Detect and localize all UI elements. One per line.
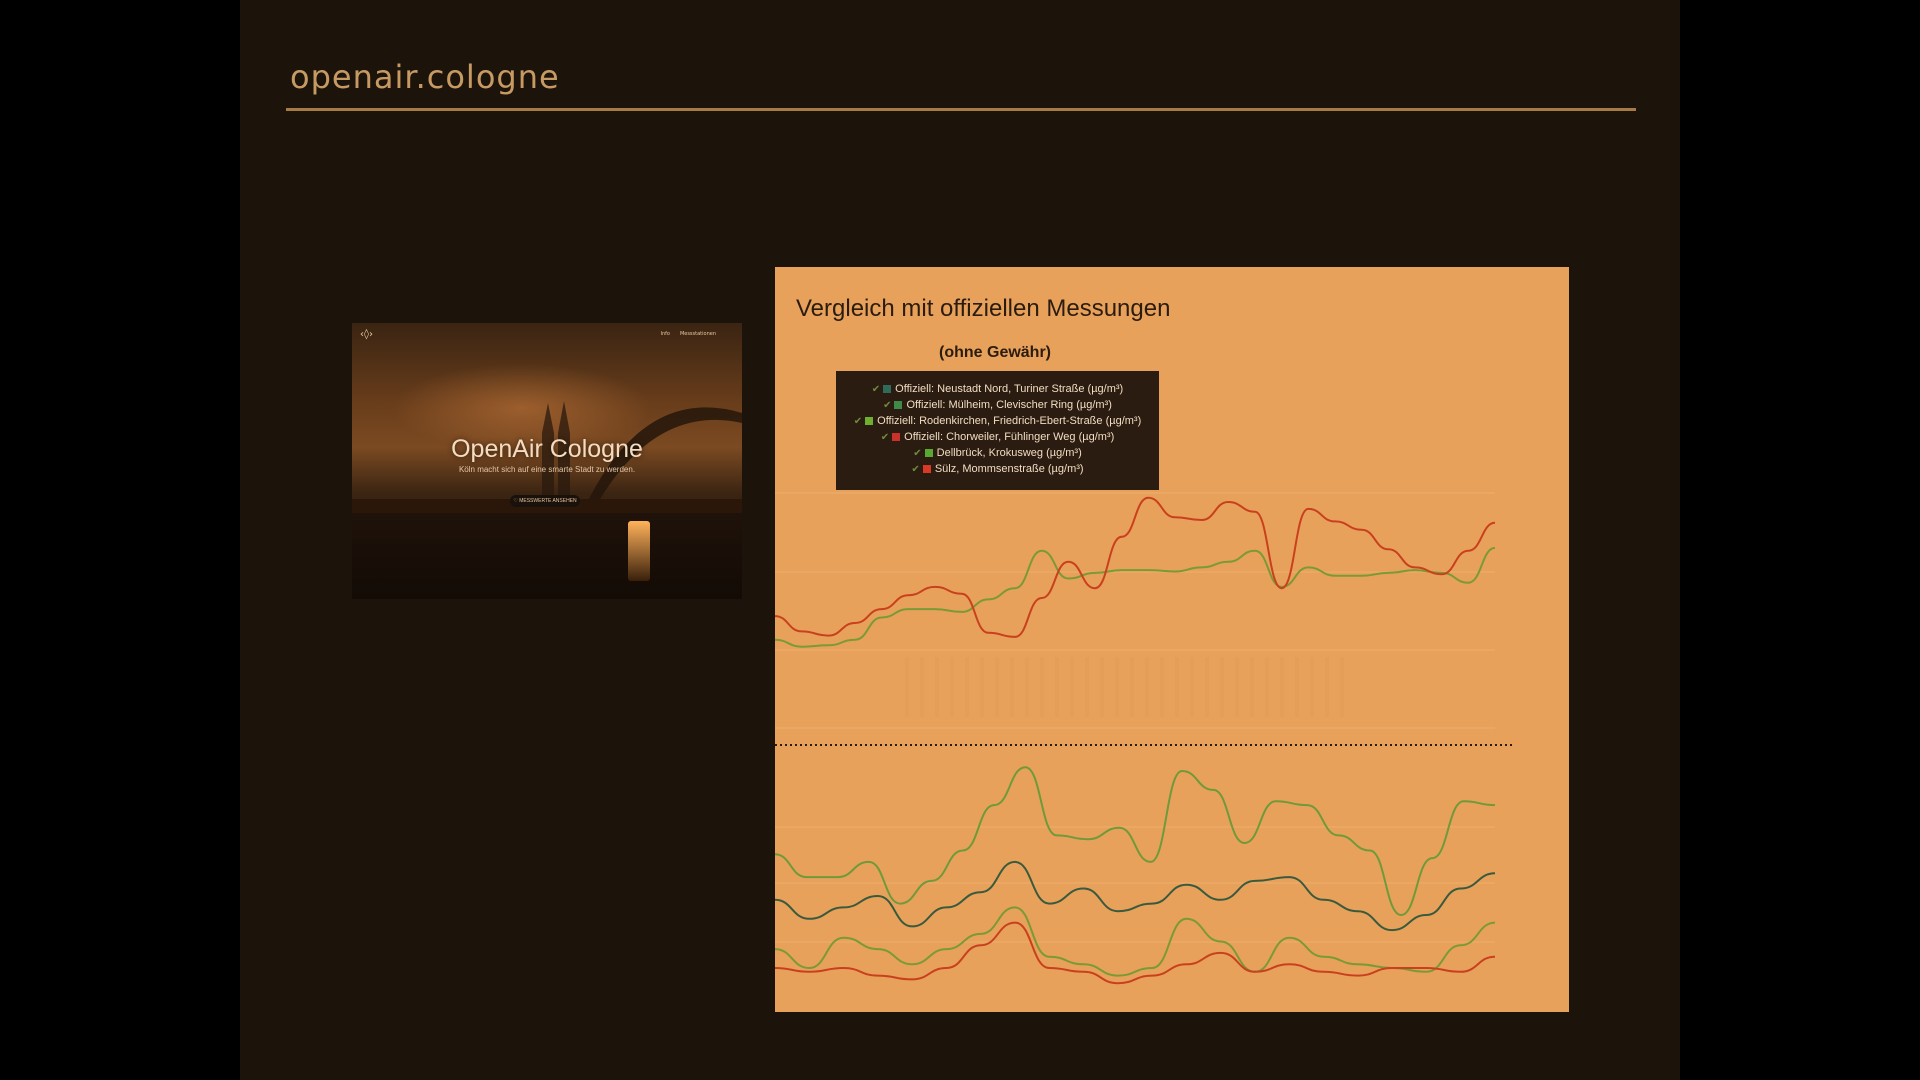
site-nav: Info Messstationen <box>660 331 716 337</box>
legend-swatch <box>892 433 901 441</box>
chart-plot <box>775 492 1515 985</box>
upper-bar-mark <box>1250 657 1254 717</box>
legend-item[interactable]: ✔ Sülz, Mommsenstraße (µg/m³) <box>836 461 1159 477</box>
upper-bar-mark <box>935 657 939 717</box>
upper-bar-mark <box>965 657 969 717</box>
legend-swatch <box>894 401 903 409</box>
upper-bar-mark <box>1340 657 1344 717</box>
upper-bar-mark <box>1265 657 1269 717</box>
legend-label: Offiziell: Chorweiler, Fühlinger Weg (µg… <box>904 431 1115 443</box>
legend-label: Dellbrück, Krokusweg (µg/m³) <box>936 447 1082 459</box>
upper-bar-mark <box>1280 657 1284 717</box>
legend-item[interactable]: ✔ Dellbrück, Krokusweg (µg/m³) <box>836 445 1159 461</box>
legend-label: Offiziell: Mülheim, Clevischer Ring (µg/… <box>906 399 1112 411</box>
legend-swatch <box>922 465 931 473</box>
legend-item[interactable]: ✔ Offiziell: Rodenkirchen, Friedrich-Eber… <box>836 413 1159 429</box>
legend-item[interactable]: ✔ Offiziell: Mülheim, Clevischer Ring (µg… <box>836 397 1159 413</box>
upper-bar-mark <box>1040 657 1044 717</box>
legend-item[interactable]: ✔ Offiziell: Neustadt Nord, Turiner Straß… <box>836 381 1159 397</box>
legend-swatch <box>865 417 874 425</box>
upper-bar-mark <box>1325 657 1329 717</box>
upper-bar-mark <box>1235 657 1239 717</box>
lower-series-line <box>775 906 1496 977</box>
upper-bar-mark <box>1025 657 1029 717</box>
slide: openair.cologne ‹◊› Info Messstationen O… <box>240 0 1680 1080</box>
comparison-chart: Vergleich mit offiziellen Messungen (ohn… <box>775 267 1569 1012</box>
upper-series-line <box>775 496 1496 638</box>
upper-bar-mark <box>950 657 954 717</box>
lower-series-line <box>775 766 1496 917</box>
lower-series-line <box>775 921 1496 985</box>
upper-bar-mark <box>995 657 999 717</box>
sky-glow <box>392 363 652 453</box>
slide-title: openair.cologne <box>290 58 560 96</box>
site-subtitle: Köln macht sich auf eine smarte Stadt zu… <box>458 465 636 474</box>
upper-bar-mark <box>1295 657 1299 717</box>
upper-bar-mark <box>1100 657 1104 717</box>
legend-label: Offiziell: Rodenkirchen, Friedrich-Ebert… <box>877 415 1142 427</box>
upper-bar-mark <box>920 657 924 717</box>
site-heading: OpenAir Cologne <box>451 435 643 463</box>
chart-title: Vergleich mit offiziellen Messungen <box>796 295 1171 322</box>
upper-bar-mark <box>1055 657 1059 717</box>
legend-label: Sülz, Mommsenstraße (µg/m³) <box>934 463 1084 475</box>
checkmark-icon: ✔ <box>871 384 881 395</box>
legend-label: Offiziell: Neustadt Nord, Turiner Straße… <box>895 383 1124 395</box>
chart-legend: ✔ Offiziell: Neustadt Nord, Turiner Straß… <box>836 371 1159 490</box>
upper-bar-mark <box>1205 657 1209 717</box>
upper-bar-mark <box>1175 657 1179 717</box>
checkmark-icon: ✔ <box>853 416 863 427</box>
reflection-light <box>628 521 650 581</box>
upper-bar-mark <box>1220 657 1224 717</box>
legend-swatch <box>883 385 892 393</box>
upper-bar-mark <box>905 657 909 717</box>
upper-series-line <box>775 546 1496 648</box>
website-screenshot: ‹◊› Info Messstationen OpenAir Cologne K… <box>352 323 742 599</box>
checkmark-icon: ✔ <box>880 432 890 443</box>
upper-bar-mark <box>1010 657 1014 717</box>
upper-bar-mark <box>1070 657 1074 717</box>
nav-item-info[interactable]: Info <box>660 331 670 337</box>
site-logo-icon[interactable]: ‹◊› <box>360 329 373 340</box>
upper-bar-mark <box>1130 657 1134 717</box>
upper-bar-mark <box>1310 657 1314 717</box>
checkmark-icon: ✔ <box>911 464 920 475</box>
lower-series-line <box>775 860 1496 932</box>
checkmark-icon: ✔ <box>913 448 922 459</box>
upper-bar-mark <box>1115 657 1119 717</box>
view-measurements-button[interactable]: ♡ MESSWERTE ANSEHEN <box>510 495 580 507</box>
upper-bar-mark <box>1190 657 1194 717</box>
upper-bar-mark <box>1145 657 1149 717</box>
legend-swatch <box>924 449 933 457</box>
upper-bar-mark <box>980 657 984 717</box>
nav-item-stations[interactable]: Messstationen <box>679 331 716 337</box>
chart-subtitle: (ohne Gewähr) <box>939 344 1052 361</box>
river-water <box>352 513 742 599</box>
upper-bar-mark <box>1085 657 1089 717</box>
legend-item[interactable]: ✔ Offiziell: Chorweiler, Fühlinger Weg (µ… <box>836 429 1159 445</box>
title-divider <box>286 108 1636 111</box>
checkmark-icon: ✔ <box>883 400 892 411</box>
upper-bar-mark <box>1160 657 1164 717</box>
